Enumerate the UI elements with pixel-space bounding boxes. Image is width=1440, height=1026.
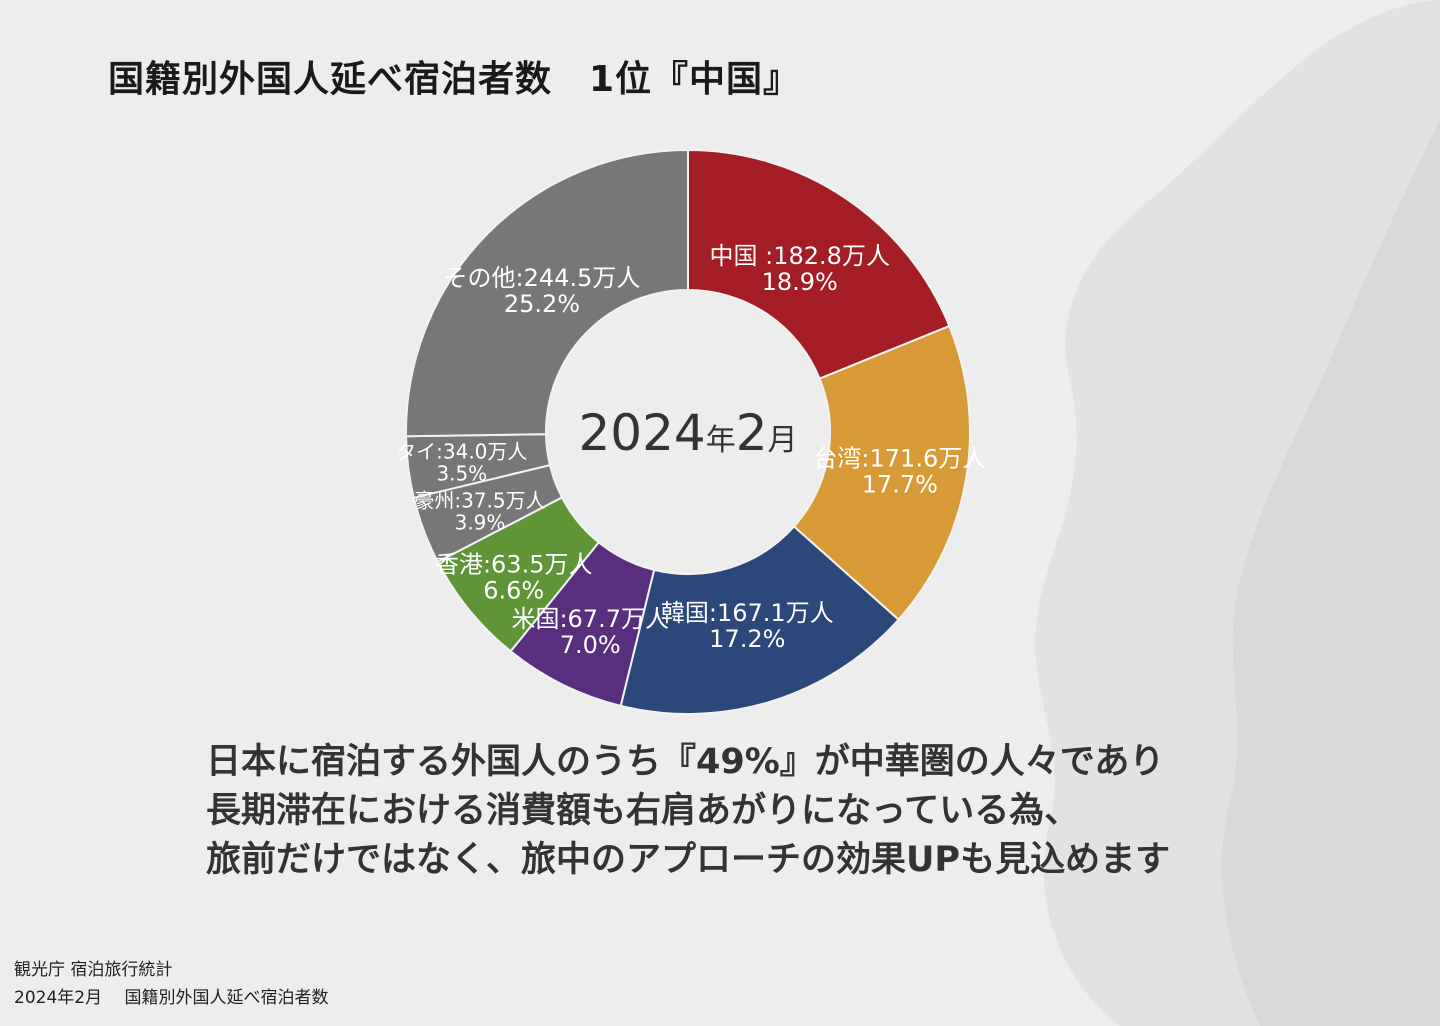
slice-label-0: 中国 :182.8万人 xyxy=(710,242,890,270)
source-line-1: 観光庁 宿泊旅行統計 xyxy=(14,960,173,980)
source-line-2: 2024年2月 国籍別外国人延べ宿泊者数 xyxy=(14,988,329,1008)
slice-percent-3: 7.0% xyxy=(560,631,621,659)
slice-0 xyxy=(687,148,951,380)
slice-label-4: 香港:63.5万人 xyxy=(435,550,593,578)
center-month: 2 xyxy=(736,404,768,462)
slice-percent-1: 17.7% xyxy=(862,471,938,499)
slice-percent-7: 25.2% xyxy=(504,290,580,318)
slice-label-7: その他:244.5万人 xyxy=(444,264,641,292)
slice-label-3: 米国:67.7万人 xyxy=(511,605,669,633)
slice-2 xyxy=(619,525,900,715)
slice-percent-0: 18.9% xyxy=(762,268,838,296)
slice-percent-5: 3.9% xyxy=(455,511,506,535)
center-year-suffix: 年 xyxy=(706,423,736,458)
slice-percent-4: 6.6% xyxy=(483,576,544,604)
slice-percent-2: 17.2% xyxy=(709,625,785,653)
body-line-1: 日本に宿泊する外国人のうち『49%』が中華圏の人々であり xyxy=(206,742,1165,782)
slice-7 xyxy=(405,148,689,438)
source-note: 観光庁 宿泊旅行統計 2024年2月 国籍別外国人延べ宿泊者数 xyxy=(14,956,328,1012)
page-title: 国籍別外国人延べ宿泊者数 1位『中国』 xyxy=(108,59,801,100)
slice-percent-6: 3.5% xyxy=(436,462,487,486)
slice-label-1: 台湾:171.6万人 xyxy=(813,445,986,473)
slice-label-2: 韓国:167.1万人 xyxy=(661,599,834,627)
slice-1 xyxy=(792,324,971,622)
center-month-suffix: 月 xyxy=(768,423,798,458)
body-line-2: 長期滞在における消費額も右肩あがりになっている為、 xyxy=(206,791,1080,831)
slice-label-5: 豪州:37.5万人 xyxy=(414,489,545,513)
slice-label-6: タイ:34.0万人 xyxy=(396,440,527,464)
center-label: 2024年2月 xyxy=(578,404,797,462)
center-year: 2024 xyxy=(578,404,705,462)
body-text: 日本に宿泊する外国人のうち『49%』が中華圏の人々であり 長期滞在における消費額… xyxy=(206,738,1170,885)
body-line-3: 旅前だけではなく、旅中のアプローチの効果UPも見込めます xyxy=(206,840,1171,880)
